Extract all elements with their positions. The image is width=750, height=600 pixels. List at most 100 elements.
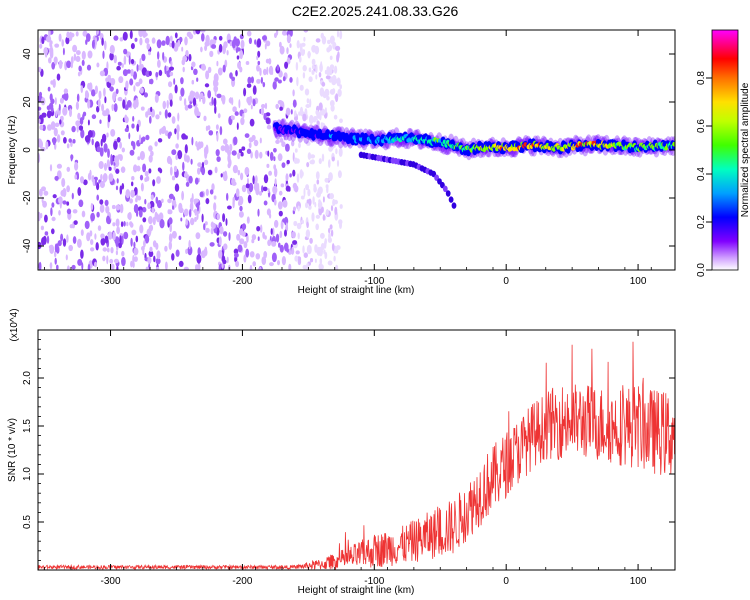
noise-speck xyxy=(222,44,227,55)
noise-speck xyxy=(142,217,147,223)
noise-speck xyxy=(309,114,314,125)
noise-speck xyxy=(136,64,139,72)
noise-speck xyxy=(232,198,235,209)
noise-speck xyxy=(306,221,309,229)
noise-speck xyxy=(55,110,58,117)
noise-speck xyxy=(62,106,68,116)
noise-speck xyxy=(167,112,172,118)
noise-speck xyxy=(213,195,217,200)
colorbar: 0.0 0.2 0.4 0.6 0.8 Normalized spectral ampl… xyxy=(696,29,750,277)
noise-speck xyxy=(102,50,105,59)
noise-speck xyxy=(336,53,340,63)
noise-speck xyxy=(108,173,114,182)
noise-speck xyxy=(167,132,171,139)
noise-speck xyxy=(49,262,53,270)
colorbar-tick-label: 0.2 xyxy=(696,215,707,229)
noise-speck xyxy=(281,30,288,36)
noise-speck xyxy=(46,235,50,244)
noise-speck xyxy=(75,101,79,111)
noise-speck xyxy=(121,256,126,267)
signal-track xyxy=(272,118,675,161)
noise-speck xyxy=(254,149,259,159)
noise-speck xyxy=(262,35,267,41)
noise-speck xyxy=(138,78,143,85)
noise-speck xyxy=(199,191,204,198)
noise-speck xyxy=(129,221,133,227)
noise-speck xyxy=(79,117,84,125)
noise-speck xyxy=(105,205,110,214)
noise-speck xyxy=(132,255,135,264)
noise-speck xyxy=(207,125,211,131)
noise-speck xyxy=(218,249,223,259)
noise-speck xyxy=(124,128,129,132)
noise-speck xyxy=(60,130,65,136)
noise-speck xyxy=(115,218,120,227)
noise-speck xyxy=(216,156,221,163)
noise-speck xyxy=(294,116,298,121)
noise-speck xyxy=(245,183,250,189)
noise-speck xyxy=(105,77,109,83)
noise-speck xyxy=(70,32,75,38)
snr-y-multiplier: (x10^4) xyxy=(9,308,20,341)
spectrogram-y-tick-label: 20 xyxy=(22,96,33,108)
noise-speck xyxy=(299,106,304,115)
noise-speck xyxy=(246,234,249,243)
noise-speck xyxy=(201,213,204,223)
noise-speck xyxy=(303,187,306,197)
noise-speck xyxy=(249,264,253,270)
noise-speck xyxy=(53,127,58,137)
noise-speck xyxy=(189,209,192,218)
noise-speck xyxy=(184,36,188,46)
noise-speck xyxy=(297,232,300,240)
noise-speck xyxy=(314,201,317,208)
noise-speck xyxy=(38,118,41,124)
noise-speck xyxy=(130,58,135,65)
noise-speck xyxy=(99,199,104,205)
noise-speck xyxy=(200,30,206,33)
noise-speck xyxy=(90,239,94,245)
noise-speck xyxy=(139,150,145,161)
noise-speck xyxy=(169,35,173,42)
noise-speck xyxy=(87,263,91,270)
noise-speck xyxy=(262,68,267,76)
noise-speck xyxy=(45,141,49,150)
noise-speck xyxy=(100,138,103,147)
noise-speck xyxy=(185,50,189,57)
colorbar-tick-label: 0.0 xyxy=(696,263,707,277)
spectrogram-x-tick-label: 100 xyxy=(630,276,647,287)
noise-speck xyxy=(107,148,110,158)
noise-speck xyxy=(318,246,324,257)
noise-speck xyxy=(144,234,150,244)
noise-speck xyxy=(155,114,160,120)
noise-speck xyxy=(122,69,128,77)
noise-speck xyxy=(66,143,70,149)
noise-speck xyxy=(259,151,263,159)
noise-speck xyxy=(116,137,121,143)
noise-speck xyxy=(239,49,244,60)
noise-speck xyxy=(96,211,100,218)
noise-speck xyxy=(339,30,343,40)
noise-speck xyxy=(259,67,262,76)
noise-speck xyxy=(107,247,110,253)
noise-speck xyxy=(211,96,214,105)
noise-speck xyxy=(309,237,313,244)
noise-speck xyxy=(295,61,299,71)
noise-speck xyxy=(155,258,161,265)
noise-speck xyxy=(149,224,154,232)
noise-speck xyxy=(313,185,317,193)
noise-speck xyxy=(276,30,279,36)
noise-speck xyxy=(116,266,119,270)
noise-speck xyxy=(281,141,286,148)
noise-speck xyxy=(129,149,135,156)
noise-speck xyxy=(89,230,93,237)
noise-speck xyxy=(119,141,122,149)
noise-speck xyxy=(80,176,84,184)
noise-speck xyxy=(273,148,277,153)
noise-speck xyxy=(58,196,63,204)
noise-speck xyxy=(132,115,135,122)
noise-speck xyxy=(281,118,284,128)
noise-speck xyxy=(200,250,206,259)
noise-speck xyxy=(330,229,334,237)
noise-speck xyxy=(96,105,100,113)
noise-speck xyxy=(159,219,165,229)
